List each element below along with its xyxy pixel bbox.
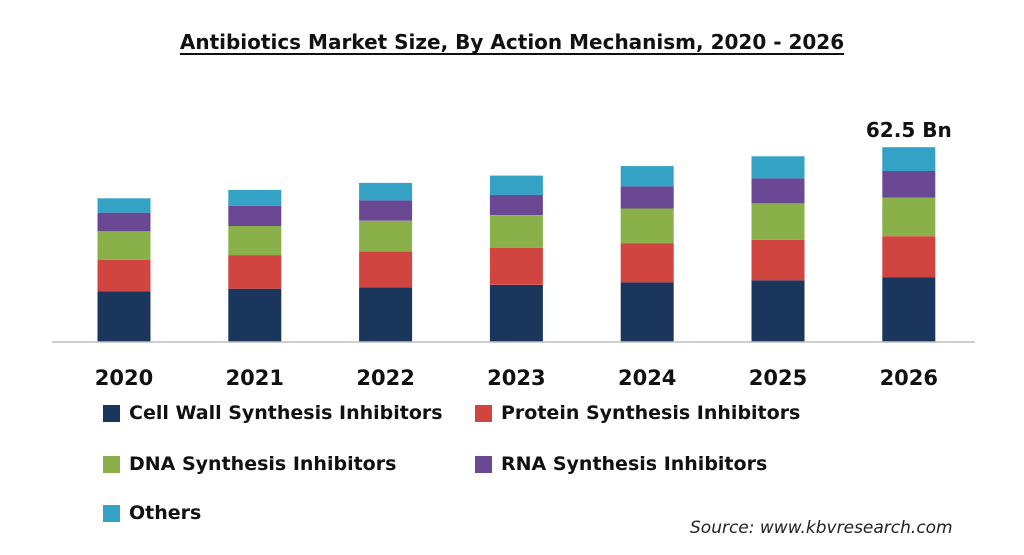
bar-segment-2026-series-3 — [882, 171, 936, 198]
bar-segment-2023-series-4 — [489, 175, 543, 195]
bar-segment-2024-series-1 — [620, 243, 674, 283]
bar-segment-2022-series-4 — [359, 182, 413, 201]
bar-segment-2025-series-2 — [751, 203, 805, 240]
bar-segment-2021-series-4 — [228, 189, 282, 206]
legend-label: DNA Synthesis Inhibitors — [129, 453, 397, 475]
bar-segment-2026-series-4 — [882, 147, 936, 171]
bar-segment-2020-series-4 — [97, 198, 151, 213]
bar-segment-2021-series-2 — [228, 226, 282, 256]
bar-segment-2021-series-0 — [228, 288, 282, 342]
chart-title: Antibiotics Market Size, By Action Mecha… — [179, 30, 845, 54]
data-labels: 62.5 Bn — [866, 118, 952, 142]
x-tick-label-2023: 2023 — [487, 366, 545, 390]
legend-swatch — [103, 504, 120, 522]
bar-segment-2020-series-0 — [97, 291, 151, 342]
bar-segment-2025-series-1 — [751, 239, 805, 281]
bar-segment-2026-series-0 — [882, 277, 936, 342]
bar-segment-2026-series-1 — [882, 236, 936, 278]
bar-segment-2023-series-2 — [489, 215, 543, 248]
legend-label: Others — [129, 502, 202, 524]
source-note: Source: www.kbvresearch.com — [690, 518, 953, 538]
bar-segment-2023-series-1 — [489, 247, 543, 285]
bar-segment-2021-series-1 — [228, 255, 282, 289]
bar-segment-2024-series-3 — [620, 186, 674, 209]
legend-item-0: Cell Wall Synthesis Inhibitors — [103, 402, 443, 424]
bars-group — [97, 147, 936, 342]
bar-segment-2022-series-2 — [359, 220, 413, 252]
legend-item-4: Others — [103, 502, 201, 524]
legend-item-3: RNA Synthesis Inhibitors — [475, 453, 767, 475]
bar-segment-2025-series-4 — [751, 156, 805, 179]
bar-segment-2020-series-1 — [97, 259, 151, 292]
x-tick-label-2026: 2026 — [880, 366, 938, 390]
bar-segment-2024-series-0 — [620, 282, 674, 342]
bar-segment-2023-series-3 — [489, 194, 543, 216]
legend-label: RNA Synthesis Inhibitors — [501, 453, 768, 475]
bar-segment-2024-series-2 — [620, 208, 674, 244]
bar-segment-2023-series-0 — [489, 284, 543, 342]
legend-swatch — [103, 404, 120, 422]
data-label-2026: 62.5 Bn — [866, 118, 952, 142]
legend-item-1: Protein Synthesis Inhibitors — [475, 402, 800, 424]
bar-segment-2024-series-4 — [620, 166, 674, 187]
x-tick-labels: 2020 2021 2022 2023 2024 2025 2026 — [95, 366, 938, 390]
bar-segment-2022-series-3 — [359, 200, 413, 221]
x-tick-label-2021: 2021 — [226, 366, 284, 390]
legend-item-2: DNA Synthesis Inhibitors — [103, 453, 396, 475]
bar-segment-2022-series-1 — [359, 251, 413, 288]
bar-segment-2026-series-2 — [882, 197, 936, 237]
legend-swatch — [475, 455, 492, 473]
bar-segment-2020-series-2 — [97, 231, 151, 260]
bar-segment-2022-series-0 — [359, 287, 413, 342]
legend-swatch — [475, 404, 492, 422]
x-tick-label-2025: 2025 — [749, 366, 807, 390]
bar-segment-2020-series-3 — [97, 212, 151, 232]
x-tick-label-2020: 2020 — [95, 366, 153, 390]
bar-segment-2021-series-3 — [228, 205, 282, 226]
bar-segment-2025-series-3 — [751, 178, 805, 204]
x-tick-label-2024: 2024 — [618, 366, 676, 390]
bar-segment-2025-series-0 — [751, 280, 805, 342]
x-tick-label-2022: 2022 — [356, 366, 414, 390]
legend-label: Protein Synthesis Inhibitors — [501, 402, 801, 424]
legend-swatch — [103, 455, 120, 473]
legend-label: Cell Wall Synthesis Inhibitors — [129, 402, 443, 424]
